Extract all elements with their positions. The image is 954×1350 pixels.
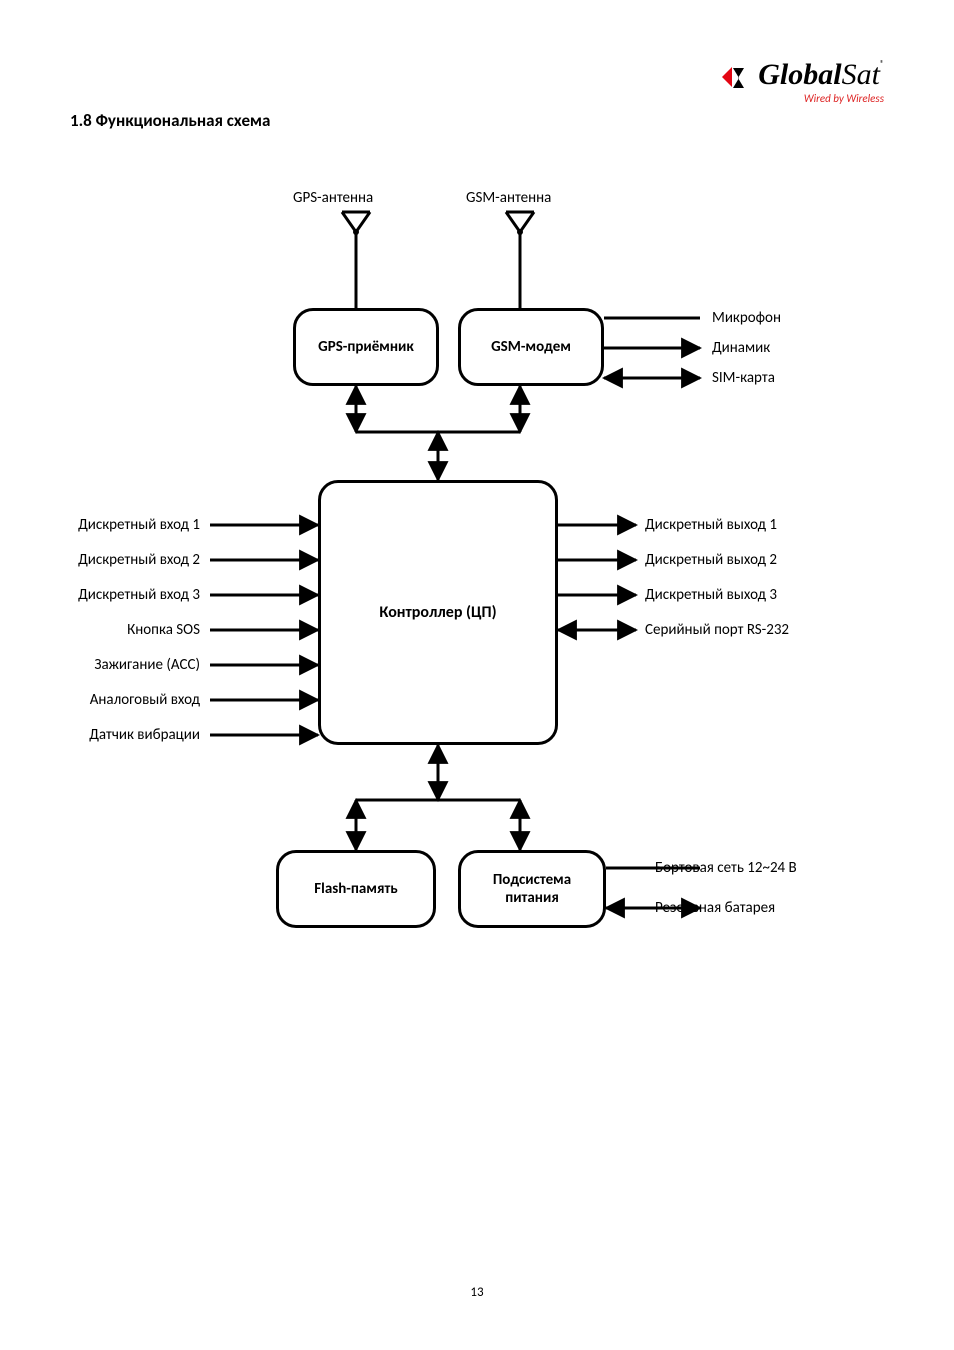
label-ain: Аналоговый вход <box>50 691 200 709</box>
block-gsm-modem: GSM-модем <box>458 308 604 386</box>
label-sim: SIM-карта <box>712 369 775 387</box>
block-controller: Контроллер (ЦП) <box>318 480 558 745</box>
label-rs232: Серийный порт RS-232 <box>645 621 789 639</box>
label-din3: Дискретный вход 3 <box>50 586 200 604</box>
label-dout1: Дискретный выход 1 <box>645 516 777 534</box>
block-gps-receiver: GPS-приёмник <box>293 308 439 386</box>
page-number: 13 <box>470 1285 483 1300</box>
block-power: Подсистема питания <box>458 850 606 928</box>
label-speaker: Динамик <box>712 339 770 357</box>
label-dout3: Дискретный выход 3 <box>645 586 777 604</box>
label-dout2: Дискретный выход 2 <box>645 551 777 569</box>
block-flash: Flash-память <box>276 850 436 928</box>
gsm-antenna-icon <box>506 212 534 308</box>
label-acc: Зажигание (ACC) <box>50 656 200 674</box>
label-onboard: Бортовая сеть 12~24 В <box>655 859 797 877</box>
label-gps-antenna: GPS-антенна <box>293 189 373 207</box>
gps-antenna-icon <box>342 212 370 308</box>
label-sos: Кнопка SOS <box>50 621 200 639</box>
label-gsm-antenna: GSM-антенна <box>466 189 551 207</box>
label-microphone: Микрофон <box>712 309 781 327</box>
label-backup: Резервная батарея <box>655 899 775 917</box>
label-din2: Дискретный вход 2 <box>50 551 200 569</box>
label-vib: Датчик вибрации <box>50 726 200 744</box>
label-din1: Дискретный вход 1 <box>50 516 200 534</box>
